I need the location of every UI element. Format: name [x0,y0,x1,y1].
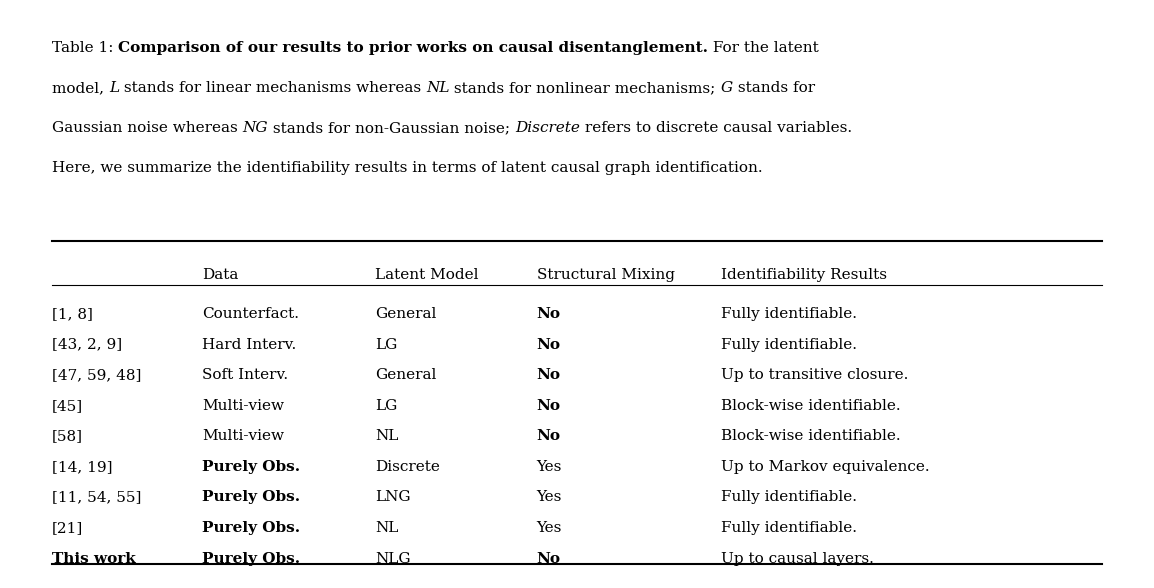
Text: Fully identifiable.: Fully identifiable. [721,521,857,535]
Text: Block-wise identifiable.: Block-wise identifiable. [721,399,901,413]
Text: [1, 8]: [1, 8] [52,307,92,321]
Text: Comparison of our results to prior works on causal disentanglement.: Comparison of our results to prior works… [119,41,709,55]
Text: NL: NL [426,81,449,95]
Text: Hard Interv.: Hard Interv. [202,338,297,352]
Text: No: No [537,338,561,352]
Text: [14, 19]: [14, 19] [52,460,112,474]
Text: General: General [375,368,436,382]
Text: [58]: [58] [52,429,83,443]
Text: Fully identifiable.: Fully identifiable. [721,338,857,352]
Text: [47, 59, 48]: [47, 59, 48] [52,368,141,382]
Text: Yes: Yes [537,521,562,535]
Text: Gaussian noise whereas: Gaussian noise whereas [52,121,242,135]
Text: NLG: NLG [375,552,411,566]
Text: stands for linear mechanisms whereas: stands for linear mechanisms whereas [119,81,426,95]
Text: Up to transitive closure.: Up to transitive closure. [721,368,908,382]
Text: [43, 2, 9]: [43, 2, 9] [52,338,122,352]
Text: Block-wise identifiable.: Block-wise identifiable. [721,429,901,443]
Text: General: General [375,307,436,321]
Text: Discrete: Discrete [515,121,579,135]
Text: Purely Obs.: Purely Obs. [202,521,300,535]
Text: No: No [537,307,561,321]
Text: No: No [537,368,561,382]
Text: stands for: stands for [733,81,815,95]
Text: [21]: [21] [52,521,83,535]
Text: For the latent: For the latent [709,41,819,55]
Text: No: No [537,399,561,413]
Text: refers to discrete causal variables.: refers to discrete causal variables. [579,121,852,135]
Text: [45]: [45] [52,399,83,413]
Text: Purely Obs.: Purely Obs. [202,552,300,566]
Text: No: No [537,552,561,566]
Text: Data: Data [202,268,239,282]
Text: Up to causal layers.: Up to causal layers. [721,552,874,566]
Text: Here, we summarize the identifiability results in terms of latent causal graph i: Here, we summarize the identifiability r… [52,161,763,175]
Text: [11, 54, 55]: [11, 54, 55] [52,490,141,505]
Text: Identifiability Results: Identifiability Results [721,268,887,282]
Text: Latent Model: Latent Model [375,268,479,282]
Text: Multi-view: Multi-view [202,429,284,443]
Text: Structural Mixing: Structural Mixing [537,268,675,282]
Text: NL: NL [375,429,398,443]
Text: G: G [720,81,733,95]
Text: L: L [108,81,119,95]
Text: stands for nonlinear mechanisms;: stands for nonlinear mechanisms; [449,81,720,95]
Text: Fully identifiable.: Fully identifiable. [721,307,857,321]
Text: Counterfact.: Counterfact. [202,307,299,321]
Text: Yes: Yes [537,490,562,505]
Text: NL: NL [375,521,398,535]
Text: Multi-view: Multi-view [202,399,284,413]
Text: Table 1:: Table 1: [52,41,119,55]
Text: Soft Interv.: Soft Interv. [202,368,288,382]
Text: Yes: Yes [537,460,562,474]
Text: This work: This work [52,552,136,566]
Text: Fully identifiable.: Fully identifiable. [721,490,857,505]
Text: Purely Obs.: Purely Obs. [202,460,300,474]
Text: NG: NG [242,121,268,135]
Text: Up to Markov equivalence.: Up to Markov equivalence. [721,460,930,474]
Text: LNG: LNG [375,490,411,505]
Text: model,: model, [52,81,108,95]
Text: Discrete: Discrete [375,460,440,474]
Text: No: No [537,429,561,443]
Text: Purely Obs.: Purely Obs. [202,490,300,505]
Text: LG: LG [375,399,397,413]
Text: LG: LG [375,338,397,352]
Text: stands for non-Gaussian noise;: stands for non-Gaussian noise; [268,121,515,135]
